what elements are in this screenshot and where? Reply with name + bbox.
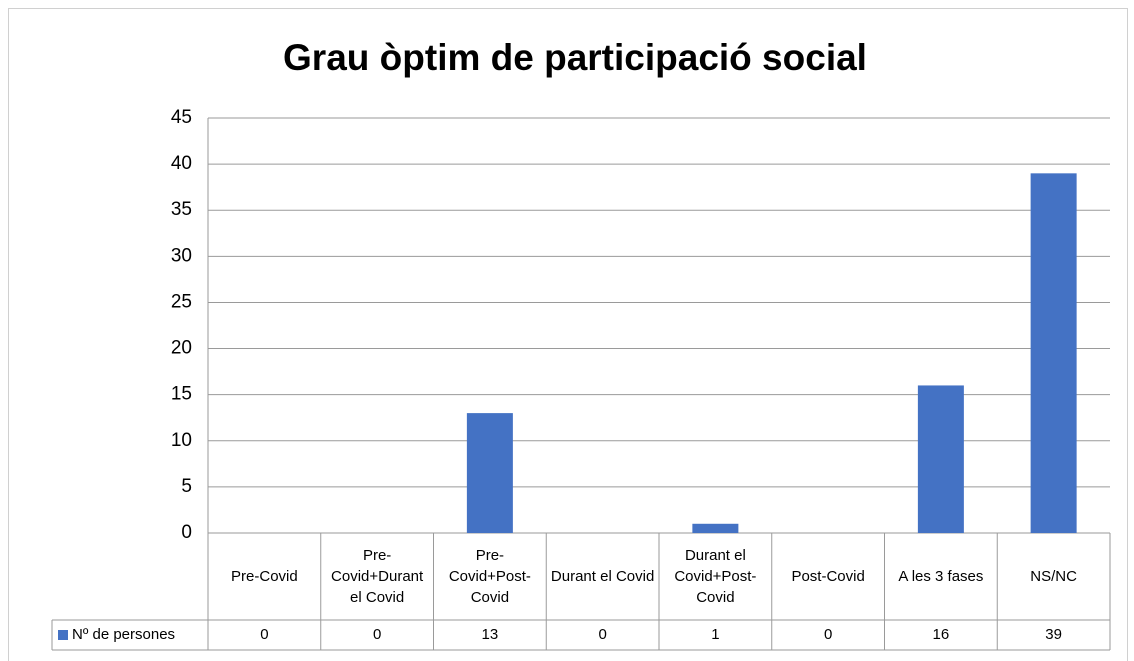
y-tick-label: 25 (171, 291, 192, 312)
y-tick-label: 15 (171, 384, 192, 405)
bar (917, 385, 964, 533)
y-tick-label: 5 (181, 476, 192, 497)
table-value: 39 (1045, 626, 1062, 643)
bar (692, 523, 739, 533)
y-tick-label: 35 (171, 199, 192, 220)
y-tick-label: 40 (171, 153, 192, 174)
category-cell: Pre-Covid (231, 568, 298, 585)
x-tick-label: Pre-Covid+Durant el Covid (331, 547, 424, 606)
y-tick-label: 45 (171, 107, 192, 128)
table-value: 0 (260, 626, 268, 643)
bar (466, 413, 513, 533)
category-cell: Durant el Covid (550, 568, 655, 585)
category-cell: Durant el Covid+Post-Covid (674, 547, 757, 606)
table-value: 1 (711, 626, 719, 643)
table-value: 16 (933, 626, 950, 643)
chart-border (8, 8, 1128, 661)
y-tick-label: 20 (171, 338, 192, 359)
y-tick-label: 10 (171, 430, 192, 451)
y-tick-label: 0 (181, 522, 192, 543)
x-tick-label: A les 3 fases (898, 568, 984, 585)
category-cell: Pre-Covid+Post-Covid (448, 547, 531, 606)
x-tick-label: Post-Covid (791, 568, 865, 585)
category-cell: Pre-Covid+Durant el Covid (331, 547, 424, 606)
x-tick-label: Durant el Covid+Post-Covid (674, 547, 757, 606)
y-tick-label: 30 (171, 245, 192, 266)
legend-label: Nº de persones (72, 626, 175, 643)
category-cell: NS/NC (1030, 568, 1077, 585)
x-tick-label: NS/NC (1030, 568, 1077, 585)
x-tick-label: Pre-Covid+Post-Covid (448, 547, 531, 606)
category-cell: A les 3 fases (898, 568, 984, 585)
table-value: 0 (598, 626, 606, 643)
legend-swatch (58, 630, 68, 640)
x-tick-label: Durant el Covid (550, 568, 655, 585)
table-value: 13 (482, 626, 499, 643)
table-value: 0 (824, 626, 832, 643)
category-cell: Post-Covid (791, 568, 865, 585)
chart-title: Grau òptim de participació social (283, 37, 867, 78)
bar (1030, 173, 1077, 534)
x-tick-label: Pre-Covid (231, 568, 298, 585)
table-value: 0 (373, 626, 381, 643)
